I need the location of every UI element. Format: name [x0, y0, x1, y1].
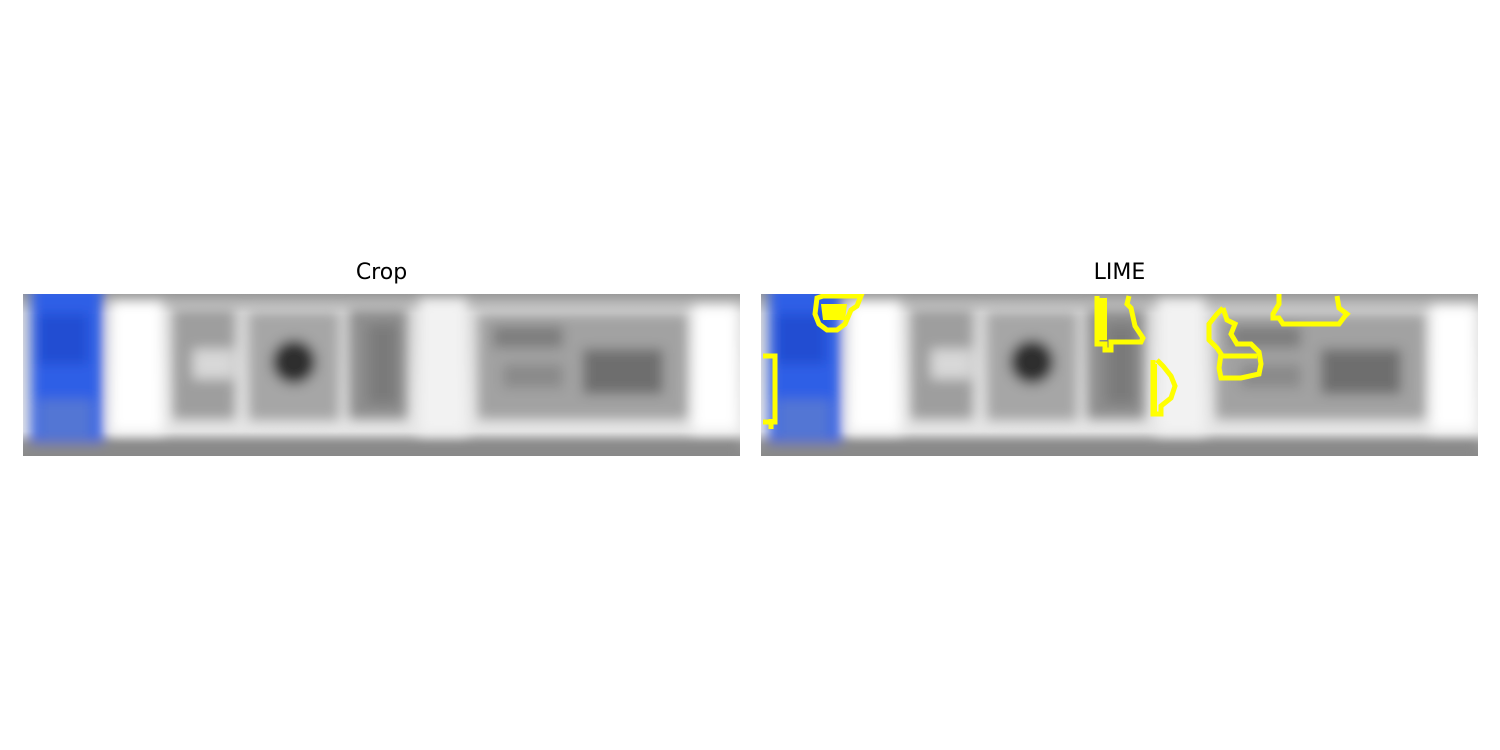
- lime-panel-title: LIME: [1093, 260, 1146, 285]
- lime-superpixel-boundaries: [763, 294, 1351, 429]
- lime-image-svg: [761, 294, 1478, 456]
- plate-blurred-content: [23, 294, 740, 456]
- lime-region-4-fill: [1151, 364, 1157, 412]
- lime-region-4: [1150, 358, 1178, 417]
- lime-region-2: [812, 294, 865, 333]
- lime-region-6: [1270, 294, 1351, 327]
- lime-region-3-fill: [1097, 298, 1107, 340]
- lime-region-3: [1094, 295, 1146, 353]
- lime-region-5: [1206, 306, 1264, 381]
- crop-image-svg: [23, 294, 740, 456]
- crop-image: [23, 294, 740, 456]
- lime-image: [761, 294, 1478, 456]
- plate-blurred-content: [761, 294, 1478, 456]
- crop-panel-title: Crop: [355, 260, 408, 285]
- lime-region-2-fill: [821, 304, 847, 320]
